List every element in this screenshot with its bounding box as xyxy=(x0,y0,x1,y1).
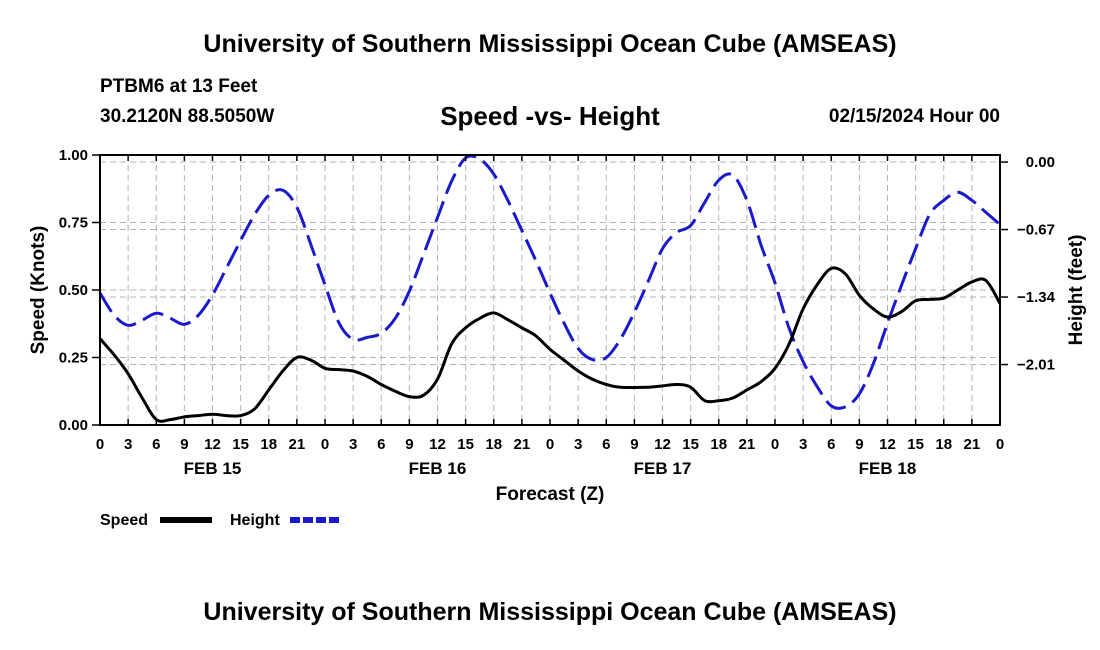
x-tick-label: 18 xyxy=(260,436,277,453)
x-tick-label: 9 xyxy=(180,436,188,453)
x-tick-label: 12 xyxy=(204,436,221,453)
x-tick-label: 12 xyxy=(429,436,446,453)
chart-date: 02/15/2024 Hour 00 xyxy=(828,106,1000,127)
y-tick-label-right: −2.01 xyxy=(1017,357,1055,374)
x-tick-label: 12 xyxy=(654,436,671,453)
x-tick-label: 6 xyxy=(602,436,610,453)
station-name: PTBM6 at 13 Feet xyxy=(100,76,258,97)
x-tick-label: 0 xyxy=(546,436,554,453)
x-tick-label: 0 xyxy=(771,436,779,453)
day-label: FEB 17 xyxy=(634,459,692,478)
y-tick-label-left: 0.25 xyxy=(59,350,88,367)
x-axis-label: Forecast (Z) xyxy=(496,484,605,505)
x-tick-label: 18 xyxy=(485,436,502,453)
x-tick-label: 9 xyxy=(630,436,638,453)
x-tick-label: 21 xyxy=(289,436,306,453)
x-tick-label: 3 xyxy=(574,436,582,453)
station-coords: 30.2120N 88.5050W xyxy=(100,106,275,127)
x-tick-label: 0 xyxy=(996,436,1004,453)
legend-label-speed: Speed xyxy=(100,512,148,529)
x-tick-label: 3 xyxy=(799,436,807,453)
y-tick-label-left: 1.00 xyxy=(59,147,88,164)
series-line-height xyxy=(98,154,1001,410)
x-tick-label: 0 xyxy=(96,436,104,453)
x-tick-label: 3 xyxy=(349,436,357,453)
x-tick-label: 21 xyxy=(964,436,981,453)
y-tick-label-left: 0.75 xyxy=(59,215,88,232)
day-label: FEB 15 xyxy=(184,459,242,478)
footer-title: University of Southern Mississippi Ocean… xyxy=(203,598,897,626)
main-title: University of Southern Mississippi Ocean… xyxy=(203,30,897,58)
y-tick-label-right: −0.67 xyxy=(1017,222,1055,239)
x-tick-label: 18 xyxy=(710,436,727,453)
x-tick-label: 21 xyxy=(739,436,756,453)
series-line-speed xyxy=(98,266,1002,423)
y-tick-label-left: 0.00 xyxy=(59,417,88,434)
day-label: FEB 18 xyxy=(859,459,917,478)
legend: Speed Height xyxy=(100,512,342,529)
x-tick-label: 15 xyxy=(232,436,249,453)
legend-label-height: Height xyxy=(230,512,280,529)
x-tick-label: 21 xyxy=(514,436,531,453)
day-label: FEB 16 xyxy=(409,459,467,478)
x-tick-label: 9 xyxy=(405,436,413,453)
x-tick-label: 3 xyxy=(124,436,132,453)
x-tick-label: 15 xyxy=(682,436,699,453)
x-tick-label: 9 xyxy=(855,436,863,453)
y-tick-label-right: −1.34 xyxy=(1017,289,1056,306)
x-tick-label: 15 xyxy=(907,436,924,453)
series-layer xyxy=(98,154,1002,423)
y-axis-label-left: Speed (Knots) xyxy=(28,226,49,355)
chart-title: Speed -vs- Height xyxy=(440,101,660,131)
y-tick-label-right: 0.00 xyxy=(1026,154,1055,171)
x-tick-label: 15 xyxy=(457,436,474,453)
x-tick-label: 6 xyxy=(152,436,160,453)
y-axis-label-right: Height (feet) xyxy=(1066,235,1087,346)
x-tick-label: 18 xyxy=(935,436,952,453)
x-tick-label: 6 xyxy=(827,436,835,453)
x-tick-label: 12 xyxy=(879,436,896,453)
x-tick-label: 0 xyxy=(321,436,329,453)
axes: 0 3 6 9 12 15 18 21 0 3 6 9 12 15 18 21 0 3 6 9 12 15 18 21 0 3 6 9… xyxy=(59,147,1056,478)
y-tick-label-left: 0.50 xyxy=(59,282,88,299)
x-tick-label: 6 xyxy=(377,436,385,453)
